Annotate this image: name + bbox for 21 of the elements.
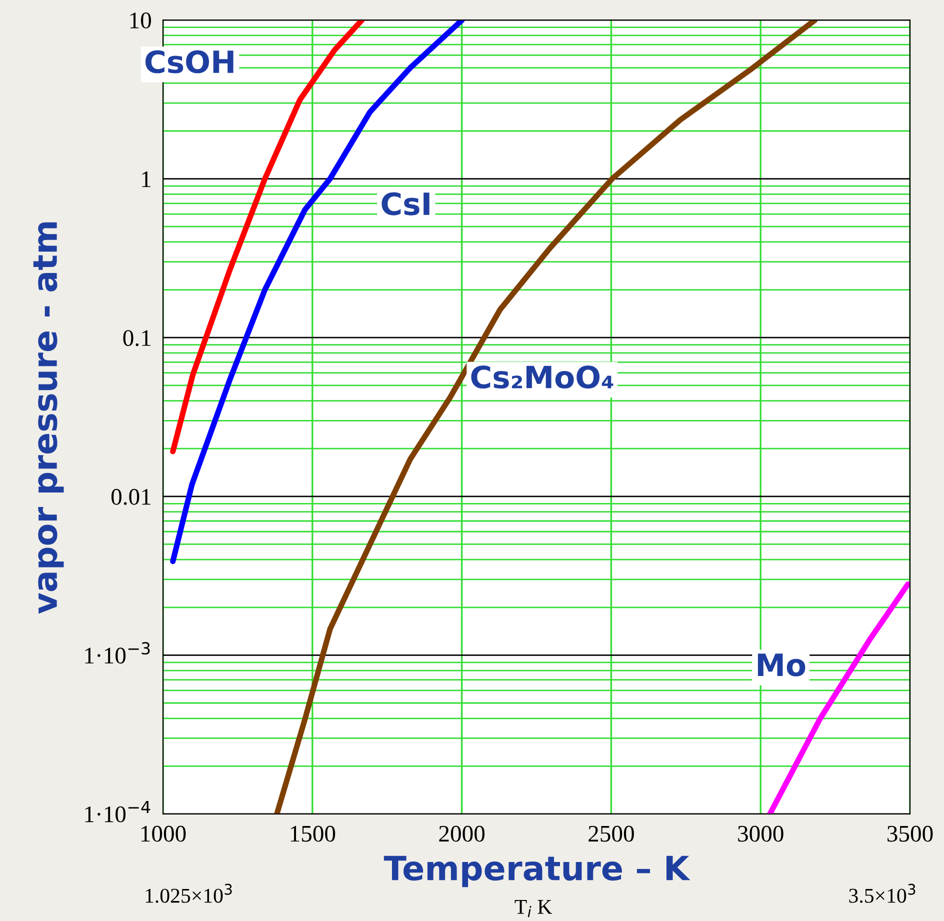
x-tick-label: 1500 [290,826,336,842]
x-tick-label: 1000 [141,826,186,842]
series-label: CsI [382,192,430,216]
x-tick-label: 2000 [439,826,485,842]
x-tick-label: 3000 [738,826,784,842]
text: CsOH [145,50,234,74]
x-axis-title: Temperature – K [384,856,690,888]
series-label: Mo [758,654,806,676]
y-tick-label: 1·10$^{−4}$ [85,800,150,822]
series-label: Cs₂MoO₄ [471,365,614,389]
y-axis-title: vapor pressure - atm [33,222,64,614]
text: 3.5×10$^{3}$ [849,884,916,903]
y-tick-label: 1 [142,171,150,187]
y-tick-label: 0.1 [123,330,150,346]
y-tick-label: 10 [130,12,151,28]
y-tick-label: 0.01 [111,488,150,505]
text: 1.025×10$^{3}$ [146,884,232,903]
x-tick-label: 3500 [888,826,933,842]
x-tick-label: 2500 [588,826,634,842]
text: T$_{i}$ K [514,900,552,918]
y-tick-label: 1·10$^{−3}$ [85,642,150,664]
